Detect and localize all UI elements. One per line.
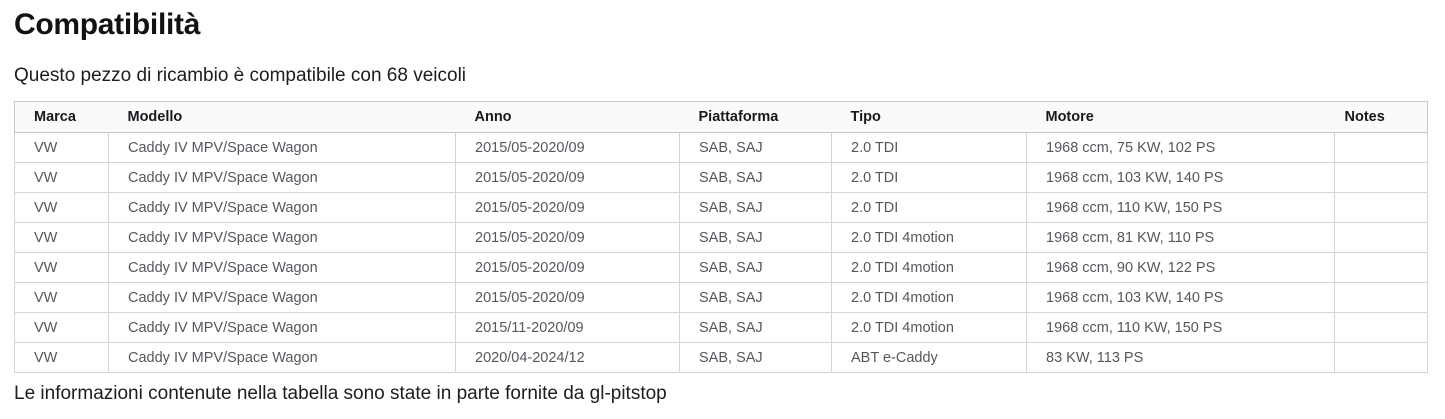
cell-piattaforma: SAB, SAJ — [679, 132, 832, 163]
cell-tipo: 2.0 TDI — [831, 192, 1027, 223]
cell-tipo: 2.0 TDI — [831, 162, 1027, 193]
cell-tipo: 2.0 TDI 4motion — [831, 222, 1027, 253]
cell-piattaforma: SAB, SAJ — [679, 162, 832, 193]
cell-tipo: 2.0 TDI — [831, 132, 1027, 163]
cell-marca: VW — [14, 252, 109, 283]
cell-marca: VW — [14, 342, 109, 373]
cell-motore: 1968 ccm, 90 KW, 122 PS — [1026, 252, 1335, 283]
cell-notes — [1334, 312, 1428, 343]
cell-marca: VW — [14, 162, 109, 193]
table-body: VW Caddy IV MPV/Space Wagon 2015/05-2020/0… — [14, 132, 1428, 373]
column-header-motore: Motore — [1026, 101, 1335, 133]
cell-tipo: ABT e-Caddy — [831, 342, 1027, 373]
cell-anno: 2015/05-2020/09 — [455, 282, 680, 313]
cell-marca: VW — [14, 132, 109, 163]
cell-anno: 2015/11-2020/09 — [455, 312, 680, 343]
cell-modello: Caddy IV MPV/Space Wagon — [108, 342, 456, 373]
cell-marca: VW — [14, 282, 109, 313]
table-row: VW Caddy IV MPV/Space Wagon 2015/05-2020/0… — [14, 132, 1428, 163]
cell-anno: 2020/04-2024/12 — [455, 342, 680, 373]
cell-modello: Caddy IV MPV/Space Wagon — [108, 312, 456, 343]
column-header-notes: Notes — [1334, 101, 1428, 133]
compatibility-subtitle: Questo pezzo di ricambio è compatibile c… — [14, 65, 467, 86]
column-header-tipo: Tipo — [831, 101, 1027, 133]
cell-motore: 83 KW, 113 PS — [1026, 342, 1335, 373]
cell-anno: 2015/05-2020/09 — [455, 132, 680, 163]
cell-tipo: 2.0 TDI 4motion — [831, 282, 1027, 313]
cell-piattaforma: SAB, SAJ — [679, 342, 832, 373]
cell-anno: 2015/05-2020/09 — [455, 162, 680, 193]
cell-notes — [1334, 222, 1428, 253]
column-header-anno: Anno — [455, 101, 680, 133]
cell-marca: VW — [14, 192, 109, 223]
column-header-modello: Modello — [108, 101, 456, 133]
table-row: VW Caddy IV MPV/Space Wagon 2015/05-2020/0… — [14, 222, 1428, 253]
cell-tipo: 2.0 TDI 4motion — [831, 312, 1027, 343]
cell-tipo: 2.0 TDI 4motion — [831, 252, 1027, 283]
cell-anno: 2015/05-2020/09 — [455, 252, 680, 283]
table-header-row: Marca Modello Anno Piattaforma Tipo Moto… — [14, 101, 1428, 133]
compatibility-section: Compatibilità Questo pezzo di ricambio è… — [0, 10, 1445, 419]
cell-notes — [1334, 192, 1428, 223]
cell-piattaforma: SAB, SAJ — [679, 222, 832, 253]
cell-notes — [1334, 252, 1428, 283]
cell-motore: 1968 ccm, 110 KW, 150 PS — [1026, 192, 1335, 223]
cell-motore: 1968 ccm, 81 KW, 110 PS — [1026, 222, 1335, 253]
table-row: VW Caddy IV MPV/Space Wagon 2015/05-2020/0… — [14, 282, 1428, 313]
cell-anno: 2015/05-2020/09 — [455, 192, 680, 223]
cell-piattaforma: SAB, SAJ — [679, 192, 832, 223]
cell-modello: Caddy IV MPV/Space Wagon — [108, 252, 456, 283]
cell-marca: VW — [14, 222, 109, 253]
compatibility-table: Marca Modello Anno Piattaforma Tipo Moto… — [14, 101, 1428, 373]
cell-modello: Caddy IV MPV/Space Wagon — [108, 162, 456, 193]
cell-notes — [1334, 282, 1428, 313]
table-row: VW Caddy IV MPV/Space Wagon 2015/05-2020/0… — [14, 192, 1428, 223]
cell-notes — [1334, 162, 1428, 193]
cell-modello: Caddy IV MPV/Space Wagon — [108, 282, 456, 313]
cell-piattaforma: SAB, SAJ — [679, 252, 832, 283]
cell-modello: Caddy IV MPV/Space Wagon — [108, 132, 456, 163]
cell-motore: 1968 ccm, 110 KW, 150 PS — [1026, 312, 1335, 343]
column-header-piattaforma: Piattaforma — [679, 101, 832, 133]
cell-modello: Caddy IV MPV/Space Wagon — [108, 222, 456, 253]
cell-notes — [1334, 132, 1428, 163]
cell-modello: Caddy IV MPV/Space Wagon — [108, 192, 456, 223]
cell-motore: 1968 ccm, 103 KW, 140 PS — [1026, 162, 1335, 193]
cell-notes — [1334, 342, 1428, 373]
cell-anno: 2015/05-2020/09 — [455, 222, 680, 253]
table-row: VW Caddy IV MPV/Space Wagon 2015/05-2020/0… — [14, 162, 1428, 193]
page-title: Compatibilità — [14, 8, 201, 41]
table-row: VW Caddy IV MPV/Space Wagon 2015/11-2020/0… — [14, 312, 1428, 343]
cell-marca: VW — [14, 312, 109, 343]
table-row: VW Caddy IV MPV/Space Wagon 2015/05-2020/0… — [14, 252, 1428, 283]
cell-piattaforma: SAB, SAJ — [679, 282, 832, 313]
table-row: VW Caddy IV MPV/Space Wagon 2020/04-2024/1… — [14, 342, 1428, 373]
cell-piattaforma: SAB, SAJ — [679, 312, 832, 343]
cell-motore: 1968 ccm, 75 KW, 102 PS — [1026, 132, 1335, 163]
cell-motore: 1968 ccm, 103 KW, 140 PS — [1026, 282, 1335, 313]
column-header-marca: Marca — [14, 101, 109, 133]
table-source-note: Le informazioni contenute nella tabella … — [14, 383, 667, 404]
